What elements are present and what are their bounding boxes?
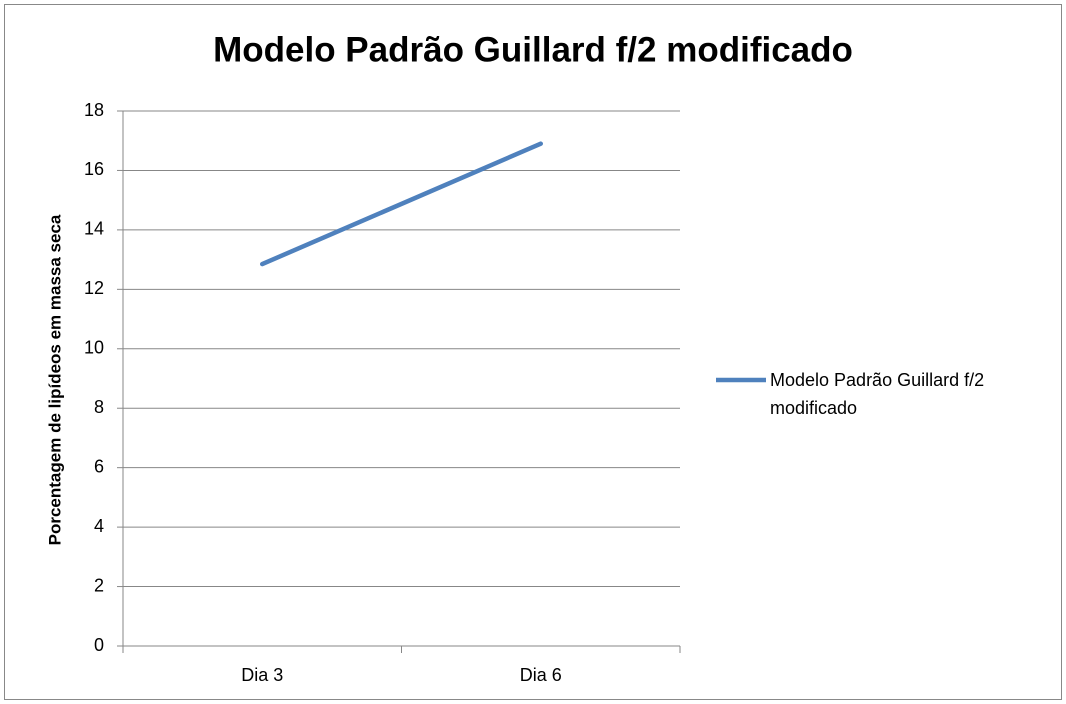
y-axis-label: Porcentagem de lipídeos em massa seca xyxy=(45,214,64,545)
y-tick-label: 10 xyxy=(84,338,104,358)
y-tick-label: 16 xyxy=(84,159,104,179)
y-tick-label: 2 xyxy=(94,575,104,595)
y-tick-label: 12 xyxy=(84,278,104,298)
x-tick-label: Dia 6 xyxy=(520,665,562,685)
line-series xyxy=(260,141,543,267)
chart-title: Modelo Padrão Guillard f/2 modificado xyxy=(213,30,853,69)
legend-label: Modelo Padrão Guillard f/2 modificado xyxy=(770,370,985,418)
chart-border xyxy=(4,4,1062,700)
y-tick-label: 18 xyxy=(84,100,104,120)
x-tick-label: Dia 3 xyxy=(241,665,283,685)
y-tick-label: 4 xyxy=(94,516,104,536)
y-tick-label: 14 xyxy=(84,219,104,239)
y-tick-label: 0 xyxy=(94,635,104,655)
y-tick-label: 6 xyxy=(94,456,104,476)
y-tick-label: 8 xyxy=(94,397,104,417)
